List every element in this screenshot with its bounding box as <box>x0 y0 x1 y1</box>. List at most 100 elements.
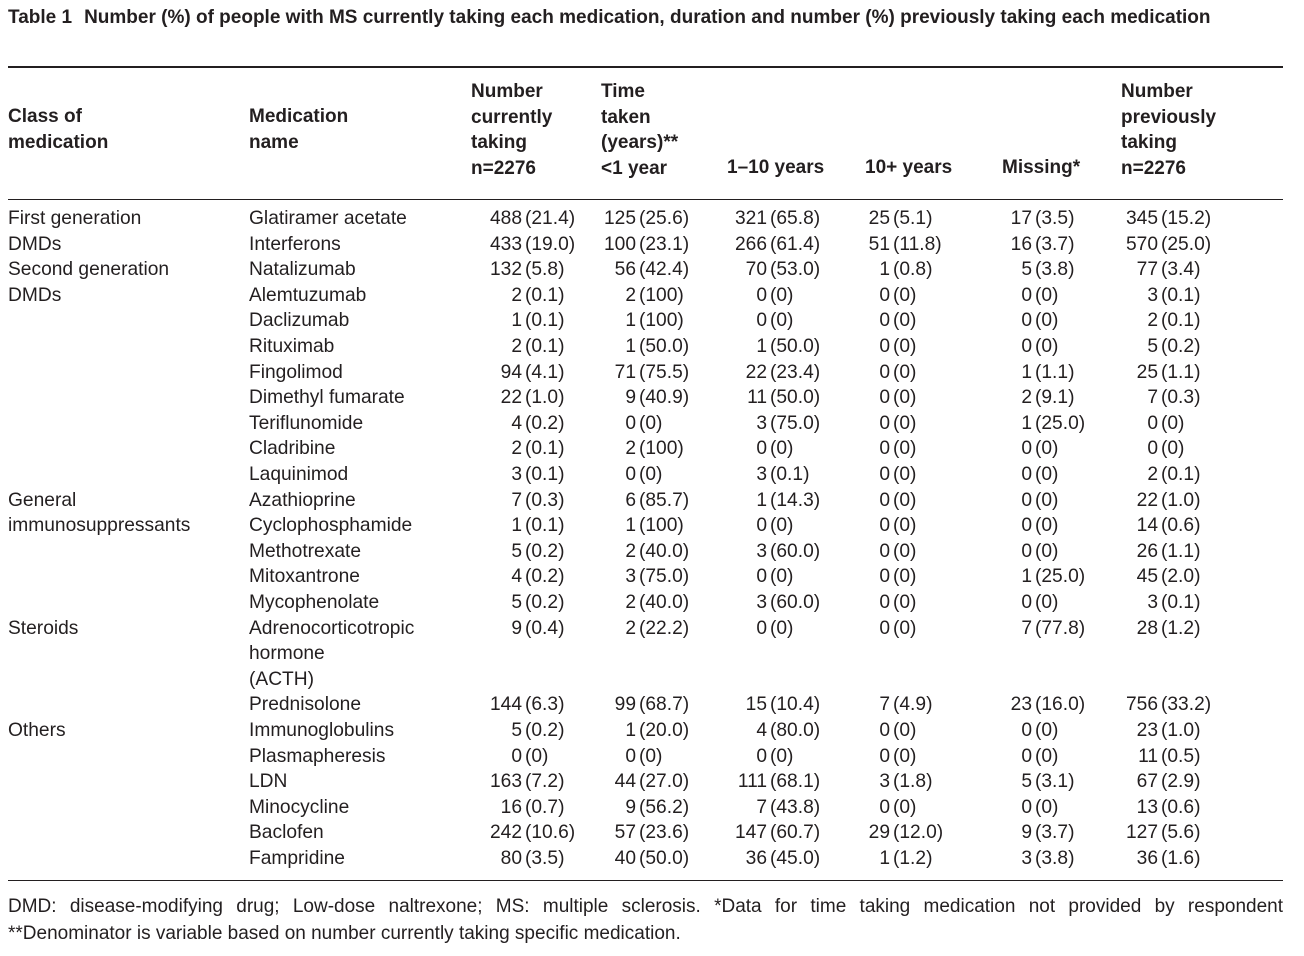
cell-currently-taking: 16 (0.7) <box>471 795 565 821</box>
cell-count: 7 <box>1021 617 1032 639</box>
cell-count: 28 <box>1136 617 1158 639</box>
cell-percent: (56.2) <box>639 796 690 818</box>
cell-count: 0 <box>511 745 522 767</box>
cell-count: 99 <box>614 694 636 716</box>
cell-percent: (0) <box>1035 336 1059 357</box>
cell-10-plus-years: 0 (0) <box>865 564 916 590</box>
cell-1-10-years: 3 (75.0) <box>727 411 820 437</box>
cell-percent: (0) <box>1035 796 1059 818</box>
cell-count: 0 <box>1021 515 1032 537</box>
cell-percent: (0.2) <box>525 540 565 562</box>
cell-count: 2 <box>625 540 636 562</box>
cell-percent: (43.8) <box>770 796 821 818</box>
cell-previously-taking <box>1120 667 1161 693</box>
cell-count: 7 <box>879 694 890 716</box>
cell-class: immunosuppressants <box>8 515 191 537</box>
cell-lt-1-year: 1 (100) <box>601 513 683 539</box>
cell-percent: (0) <box>639 464 663 485</box>
table-title: Number (%) of people with MS currently t… <box>84 7 1211 28</box>
cell-percent: (0.5) <box>1161 745 1201 767</box>
cell-count: 0 <box>879 387 890 409</box>
table-row: LDN 163 (7.2) 44 (27.0) 111 (68.1) 3 (1.8) 5 (3.1)… <box>0 769 1304 795</box>
cell-count: 57 <box>614 822 636 844</box>
cell-currently-taking: 488 (21.4) <box>471 206 575 232</box>
cell-previously-taking: 0 (0) <box>1120 436 1184 462</box>
cell-count: 0 <box>879 438 890 460</box>
cell-10-plus-years: 0 (0) <box>865 718 916 744</box>
cell-count: 0 <box>879 310 890 332</box>
cell-percent: (0) <box>893 796 917 818</box>
cell-count: 0 <box>1021 438 1032 460</box>
cell-count: 2 <box>511 284 522 306</box>
cell-count: 1 <box>756 336 767 357</box>
cell-percent: (15.2) <box>1161 208 1212 229</box>
cell-1-10-years: 70 (53.0) <box>727 257 820 283</box>
table-row: Laquinimod 3 (0.1) 0 (0) 3 (0.1) 0 (0) 0 (0) 2 (0.1) <box>0 462 1304 488</box>
cell-percent: (0) <box>770 515 794 537</box>
cell-percent: (100) <box>639 310 684 332</box>
cell-previously-taking: 2 (0.1) <box>1120 462 1200 488</box>
cell-percent: (0.1) <box>525 284 565 306</box>
cell-1-10-years: 0 (0) <box>727 744 793 770</box>
cell-percent: (0) <box>893 566 917 588</box>
cell-count: 125 <box>603 208 636 229</box>
cell-previously-taking: 45 (2.0) <box>1120 564 1201 590</box>
table-row: Steroids Adrenocorticotropic 9 (0.4) 2 (22.2)… <box>0 616 1304 642</box>
cell-lt-1-year: 1 (100) <box>601 308 684 334</box>
cell-missing: 1 (25.0) <box>1002 564 1085 590</box>
cell-missing: 0 (0) <box>1002 436 1058 462</box>
table-footnote: DMD: disease-modifying drug; Low-dose na… <box>8 896 1283 944</box>
cell-percent: (80.0) <box>770 720 821 741</box>
cell-percent: (0) <box>893 515 917 537</box>
cell-count: 0 <box>1021 336 1032 357</box>
cell-percent: (50.0) <box>770 387 821 409</box>
cell-percent: (0) <box>639 412 663 434</box>
cell-count: 1 <box>511 515 522 537</box>
cell-count: 3 <box>879 771 890 793</box>
cell-currently-taking: 433 (19.0) <box>471 232 575 258</box>
cell-percent: (0) <box>770 310 794 332</box>
table-row: Cladribine 2 (0.1) 2 (100) 0 (0) 0 (0) 0 (0) 0 (0) <box>0 436 1304 462</box>
header-rule <box>8 199 1283 200</box>
cell-percent: (0) <box>893 387 917 409</box>
cell-percent: (0) <box>893 412 917 434</box>
header-missing: Missing* <box>1002 157 1081 178</box>
cell-previously-taking: 23 (1.0) <box>1120 718 1201 744</box>
cell-count: 345 <box>1125 208 1158 229</box>
cell-count: 77 <box>1136 259 1158 281</box>
cell-percent: (1.2) <box>1161 617 1201 639</box>
cell-percent: (0) <box>770 617 794 639</box>
cell-count: 71 <box>614 361 636 383</box>
cell-percent: (40.0) <box>639 540 690 562</box>
cell-count: 488 <box>489 208 522 229</box>
cell-missing: 0 (0) <box>1002 539 1058 565</box>
cell-percent: (0.2) <box>525 412 565 434</box>
cell-count: 45 <box>1136 566 1158 588</box>
header-line: (years)** <box>601 132 679 153</box>
cell-medication-name: Minocycline <box>249 796 350 818</box>
cell-10-plus-years: 0 (0) <box>865 360 916 386</box>
cell-count: 9 <box>625 796 636 818</box>
cell-10-plus-years: 51 (11.8) <box>865 232 942 258</box>
cell-count: 16 <box>1010 233 1032 255</box>
cell-medication-name: Cyclophosphamide <box>249 515 413 537</box>
cell-10-plus-years: 1 (0.8) <box>865 257 932 283</box>
cell-previously-taking: 28 (1.2) <box>1120 616 1201 642</box>
cell-count: 570 <box>1125 233 1158 255</box>
cell-count: 1 <box>879 259 890 281</box>
cell-count: 3 <box>1021 848 1032 869</box>
cell-previously-taking: 3 (0.1) <box>1120 590 1200 616</box>
cell-currently-taking: 2 (0.1) <box>471 283 564 309</box>
cell-percent: (0.1) <box>1161 592 1201 613</box>
cell-count: 6 <box>625 489 636 511</box>
cell-missing: 0 (0) <box>1002 462 1058 488</box>
cell-currently-taking: 1 (0.1) <box>471 513 564 539</box>
cell-1-10-years: 0 (0) <box>727 564 793 590</box>
cell-10-plus-years: 0 (0) <box>865 539 916 565</box>
cell-percent: (0) <box>893 592 917 613</box>
cell-percent: (14.3) <box>770 489 821 511</box>
table-row: Others Immunoglobulins 5 (0.2) 1 (20.0) 4 (80.0… <box>0 718 1304 744</box>
cell-missing: 16 (3.7) <box>1002 232 1075 258</box>
cell-percent: (42.4) <box>639 259 690 281</box>
cell-medication-name: Methotrexate <box>249 540 361 562</box>
